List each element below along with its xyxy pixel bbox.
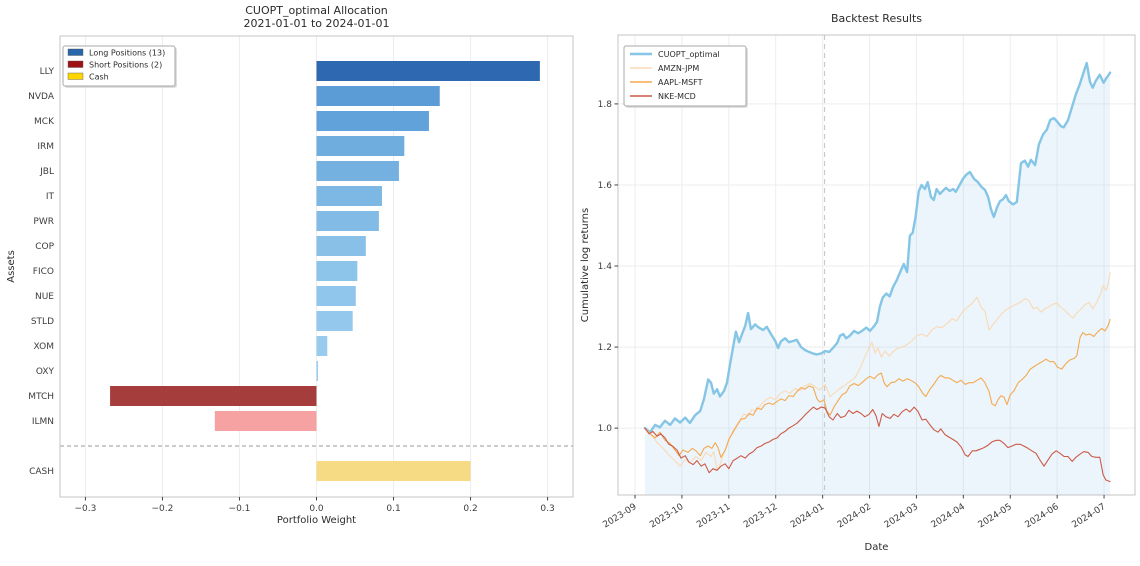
- allocation-title-line2: 2021-01-01 to 2024-01-01: [244, 17, 390, 30]
- allocation-chart: −0.3 −0.2 −0.1 0.0 0.1 0.2 0.3 LLY NVDA MCK IRM JBL…: [6, 4, 574, 526]
- x-tick-label: 2023-12: [742, 502, 779, 530]
- asset-label-nue: NUE: [35, 292, 54, 302]
- allocation-legend-box: [62, 45, 176, 87]
- bar-mck: [316, 111, 429, 131]
- x-tick-label: 2024-04: [930, 502, 967, 531]
- asset-tick-labels: LLY NVDA MCK IRM JBL IT PWR COP FICO NUE STLD XOM OX…: [28, 67, 55, 477]
- asset-label-ilmn: ILMN: [32, 417, 54, 427]
- series-line-cuopt-optimal: [643, 61, 1112, 434]
- x-tick-label: 2024-05: [977, 502, 1014, 530]
- x-axis-ticks: 2023-09 2023-10 2023-11 2023-12 2024-01 2024-…: [601, 495, 1108, 531]
- asset-label-stld: STLD: [31, 317, 54, 327]
- x-tick-label: 0.2: [463, 504, 477, 514]
- bar-jbl: [316, 161, 399, 181]
- asset-label-jbl: JBL: [39, 167, 54, 177]
- gridlines: [618, 35, 1135, 495]
- legend-swatch: [67, 60, 84, 68]
- legend-swatch: [67, 72, 84, 80]
- bar-pwr: [316, 211, 379, 231]
- bar-cop: [316, 236, 366, 256]
- asset-label-irm: IRM: [37, 142, 54, 152]
- x-tick-label: 2024-01: [789, 502, 826, 530]
- backtest-title: Backtest Results: [831, 12, 922, 25]
- bar-it: [316, 186, 382, 206]
- legend-label: AAPL-MSFT: [658, 78, 703, 87]
- bar-fico: [316, 261, 358, 281]
- backtest-ylabel: Cumulative log returns: [580, 208, 591, 322]
- asset-label-xom: XOM: [34, 342, 54, 352]
- x-tick-label: −0.2: [152, 504, 174, 514]
- y-tick-label: 1.6: [598, 181, 613, 191]
- x-tick-label: 2024-03: [883, 502, 920, 530]
- y-tick-label: 1.0: [598, 424, 613, 434]
- legend-label: AMZN-JPM: [658, 64, 699, 73]
- allocation-title-line1: CUOPT_optimal Allocation: [245, 4, 388, 17]
- legend-label: Long Positions (13): [89, 49, 165, 58]
- asset-label-mck: MCK: [34, 117, 55, 127]
- series-line-aapl-msft: [644, 318, 1111, 458]
- x-tick-label: −0.3: [74, 504, 96, 514]
- x-tick-label: 0.0: [309, 504, 324, 514]
- x-tick-label: 0.1: [386, 504, 400, 514]
- bar-stld: [316, 311, 353, 331]
- bar-ilmn: [214, 411, 317, 431]
- asset-label-oxy: OXY: [36, 367, 55, 377]
- x-tick-label: 0.3: [540, 504, 554, 514]
- x-tick-label: 2024-07: [1070, 502, 1107, 530]
- y-tick-label: 1.8: [598, 100, 613, 110]
- x-tick-label: 2023-10: [648, 502, 685, 531]
- bar-irm: [316, 136, 405, 156]
- bar-nvda: [316, 86, 440, 106]
- legend-label: Cash: [89, 73, 109, 82]
- backtest-chart: 1.0 1.2 1.4 1.6 1.8 2023-09 2023-10 2023-11 2023…: [580, 0, 1140, 566]
- asset-label-it: IT: [46, 192, 55, 202]
- backtest-xlabel: Date: [865, 542, 889, 553]
- x-tick-label: 2023-09: [601, 502, 638, 531]
- legend-label: NKE-MCD: [658, 92, 696, 101]
- bar-cash: [316, 461, 471, 481]
- plot-frame: [617, 34, 1136, 496]
- legend-label: Short Positions (2): [89, 61, 162, 70]
- bar-nue: [316, 286, 356, 306]
- bar-lly: [316, 61, 540, 81]
- legend-label: CUOPT_optimal: [658, 50, 720, 59]
- series-line-nke-mcd: [644, 406, 1111, 483]
- asset-label-lly: LLY: [40, 67, 55, 77]
- x-tick-label: 2024-06: [1024, 502, 1061, 531]
- asset-label-pwr: PWR: [33, 217, 54, 227]
- bars-group: [110, 61, 540, 481]
- y-axis-ticks: 1.0 1.2 1.4 1.6 1.8: [598, 100, 618, 434]
- asset-label-cop: COP: [35, 242, 54, 252]
- allocation-xlabel: Portfolio Weight: [277, 515, 356, 526]
- bar-xom: [316, 336, 328, 356]
- bar-mtch: [110, 386, 317, 406]
- x-tick-label: 2024-02: [836, 502, 873, 530]
- x-axis-ticks: −0.3 −0.2 −0.1 0.0 0.1 0.2 0.3: [74, 497, 555, 514]
- asset-label-mtch: MTCH: [28, 392, 54, 402]
- cuopt-fill-area: [644, 63, 1111, 495]
- asset-label-nvda: NVDA: [28, 92, 55, 102]
- y-tick-label: 1.4: [598, 262, 613, 272]
- x-tick-label: 2023-11: [695, 502, 732, 530]
- backtest-legend-box: [623, 45, 747, 107]
- asset-label-fico: FICO: [33, 267, 54, 277]
- legend-swatch: [67, 48, 84, 56]
- y-tick-label: 1.2: [598, 343, 612, 353]
- allocation-ylabel: Assets: [6, 250, 17, 283]
- bar-oxy: [316, 361, 319, 381]
- x-tick-label: −0.1: [229, 504, 251, 514]
- asset-label-cash: CASH: [29, 467, 54, 477]
- allocation-chart-svg: −0.3 −0.2 −0.1 0.0 0.1 0.2 0.3 LLY NVDA MCK IRM JBL…: [6, 4, 574, 526]
